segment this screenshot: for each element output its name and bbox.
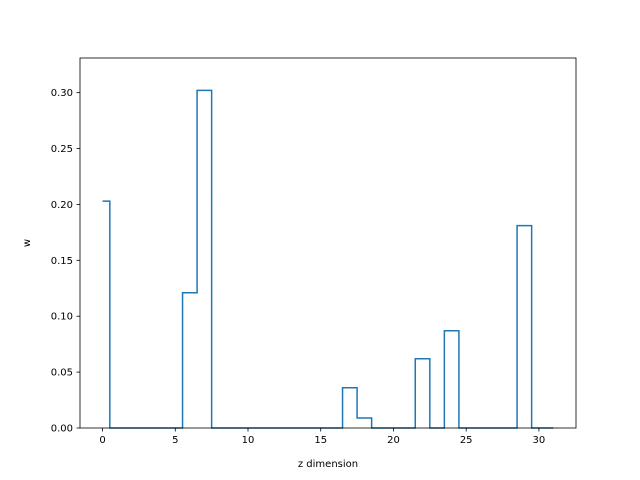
x-tick-label: 30 xyxy=(533,435,546,446)
y-axis-label: w xyxy=(22,239,33,247)
y-tick-label: 0.05 xyxy=(51,368,73,379)
x-tick-label: 0 xyxy=(99,435,105,446)
x-tick-label: 20 xyxy=(387,435,400,446)
y-tick-label: 0.15 xyxy=(51,256,73,267)
x-tick-label: 15 xyxy=(314,435,327,446)
axes-frame xyxy=(79,57,577,429)
y-axis-ticks: 0.00 0.05 0.10 0.15 0.20 0.25 0.30 xyxy=(51,88,80,435)
y-tick-label: 0.25 xyxy=(51,144,73,155)
x-axis-ticks: 0 5 10 15 20 25 30 xyxy=(99,428,545,446)
x-axis-label: z dimension xyxy=(298,459,358,470)
x-tick-label: 5 xyxy=(172,435,178,446)
x-tick-label: 10 xyxy=(242,435,255,446)
x-tick-label: 25 xyxy=(460,435,473,446)
y-tick-label: 0.20 xyxy=(51,200,73,211)
y-tick-label: 0.30 xyxy=(51,88,73,99)
y-tick-label: 0.00 xyxy=(51,424,73,435)
y-tick-label: 0.10 xyxy=(51,312,73,323)
